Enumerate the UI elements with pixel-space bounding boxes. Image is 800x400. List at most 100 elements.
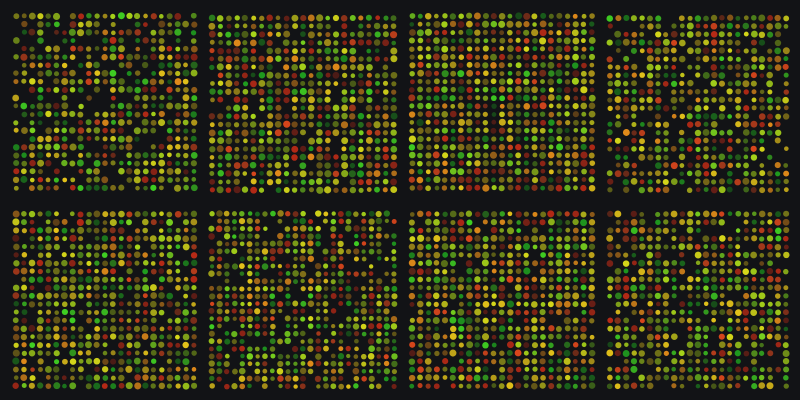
spot — [37, 382, 44, 389]
spot — [623, 89, 629, 95]
spot — [719, 285, 725, 290]
spot — [45, 210, 52, 217]
spot — [274, 129, 282, 137]
spot — [622, 178, 629, 186]
spot — [368, 315, 374, 321]
spot — [254, 293, 261, 300]
spot — [349, 113, 356, 120]
spot — [767, 31, 774, 38]
spot — [110, 268, 117, 275]
spot — [532, 38, 538, 44]
spot — [316, 129, 323, 136]
spot — [703, 170, 710, 177]
spot — [719, 260, 725, 267]
spot — [292, 179, 298, 185]
spot — [458, 95, 464, 101]
spot — [383, 354, 389, 360]
spot — [174, 167, 182, 175]
spot — [239, 271, 245, 276]
spot — [750, 129, 757, 136]
spot — [750, 154, 758, 161]
spot — [434, 185, 440, 191]
spot — [433, 276, 441, 284]
spot — [457, 143, 465, 151]
spot — [190, 30, 197, 36]
spot — [506, 259, 514, 267]
spot — [766, 333, 773, 340]
spot — [655, 179, 661, 184]
spot — [28, 349, 36, 357]
spot — [322, 248, 329, 255]
spot — [384, 293, 390, 299]
spot — [734, 268, 742, 275]
spot — [490, 13, 497, 20]
spot — [564, 211, 570, 217]
spot — [491, 119, 497, 125]
spot — [475, 301, 481, 307]
spot — [353, 271, 359, 277]
spot — [425, 46, 431, 52]
spot — [323, 256, 328, 262]
spot — [315, 338, 321, 344]
spot — [45, 110, 52, 118]
spot — [292, 248, 298, 254]
spot — [247, 264, 253, 269]
spot — [134, 152, 142, 159]
spot — [53, 227, 59, 234]
spot — [459, 244, 464, 249]
spot — [21, 62, 27, 68]
spot — [547, 78, 555, 86]
spot — [433, 13, 439, 19]
spot — [267, 163, 273, 168]
spot — [662, 178, 669, 186]
spot — [680, 72, 685, 78]
spot — [270, 323, 276, 330]
spot — [167, 79, 173, 85]
spot — [515, 309, 521, 316]
spot — [531, 382, 538, 390]
spot — [702, 71, 710, 79]
spot — [759, 105, 765, 111]
spot — [580, 151, 588, 159]
spot — [775, 252, 781, 258]
spot — [735, 105, 741, 111]
spot — [615, 39, 622, 47]
spot — [54, 235, 60, 242]
spot — [28, 210, 36, 218]
spot — [751, 64, 757, 70]
spot — [216, 300, 223, 308]
spot — [330, 293, 337, 299]
spot — [647, 154, 654, 161]
spot — [13, 37, 20, 44]
spot — [300, 308, 306, 314]
spot — [247, 383, 252, 389]
spot — [166, 334, 173, 340]
spot — [300, 96, 307, 103]
spot-block — [606, 210, 790, 390]
spot — [208, 248, 215, 255]
spot — [283, 97, 290, 104]
spot — [94, 310, 100, 316]
spot — [671, 374, 678, 382]
spot — [135, 309, 140, 315]
spot — [366, 187, 372, 192]
spot — [346, 316, 352, 322]
spot — [663, 170, 669, 176]
spot — [572, 37, 580, 45]
spot — [459, 112, 464, 117]
spot — [275, 187, 282, 193]
spot — [735, 244, 741, 250]
spot — [515, 152, 522, 159]
spot — [258, 129, 266, 137]
spot — [775, 129, 782, 136]
spot — [632, 171, 637, 176]
spot — [474, 46, 480, 52]
spot — [573, 277, 579, 283]
spot — [110, 276, 116, 283]
spot — [208, 368, 215, 375]
spot — [117, 12, 125, 20]
spot — [94, 135, 100, 141]
spot — [158, 276, 165, 283]
spot — [383, 376, 389, 382]
spot — [743, 334, 749, 340]
